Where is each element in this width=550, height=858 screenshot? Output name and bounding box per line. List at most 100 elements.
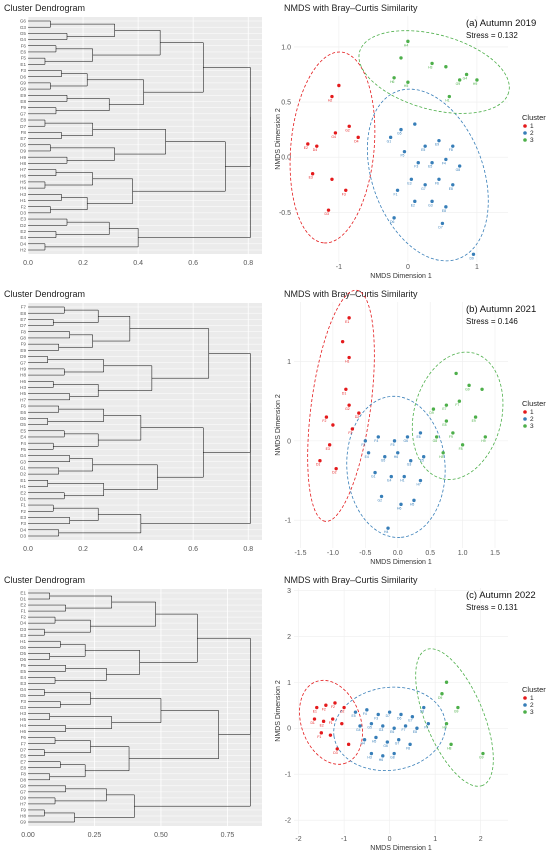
x-tick-label: 0.8 <box>243 260 253 267</box>
data-point <box>365 708 369 712</box>
data-point <box>318 459 322 463</box>
data-point <box>422 705 426 710</box>
point-label: H9 <box>481 439 485 443</box>
point-label: D3 <box>333 751 337 755</box>
y-tick-label: 1 <box>287 680 291 687</box>
point-label: H9 <box>443 726 447 730</box>
data-point <box>358 724 362 728</box>
point-label: F1 <box>329 721 333 725</box>
data-point <box>475 78 479 82</box>
data-point <box>399 712 403 717</box>
point-label: F8 <box>406 746 410 750</box>
point-label: F4 <box>374 439 378 443</box>
leaf-label: F4 <box>21 441 27 446</box>
leaf-label: H8 <box>20 161 26 166</box>
point-label: G9 <box>465 387 470 391</box>
cluster-ellipse <box>366 88 489 262</box>
point-label: E5 <box>421 148 425 152</box>
data-point <box>431 407 436 411</box>
legend-swatch <box>523 424 527 428</box>
data-point <box>350 427 355 431</box>
point-label: E5 <box>420 459 424 463</box>
data-point <box>430 199 434 204</box>
data-point <box>363 439 368 443</box>
point-label: E7 <box>442 407 446 411</box>
data-point <box>342 705 346 710</box>
leaf-label: H4 <box>20 186 26 191</box>
x-tick-label: 0.0 <box>393 550 403 557</box>
point-label: E6 <box>390 730 394 734</box>
data-point <box>444 205 448 209</box>
leaf-label: G8 <box>20 87 27 92</box>
point-label: G8 <box>390 756 395 760</box>
data-point <box>319 731 324 735</box>
leaf-label: E7 <box>20 759 26 764</box>
leaf-label: G5 <box>20 693 27 698</box>
leaf-label: H3 <box>20 385 26 390</box>
leaf-label: G4 <box>20 37 27 42</box>
data-point <box>444 419 449 423</box>
data-point <box>402 149 407 154</box>
x-tick-label: 0.6 <box>188 260 198 267</box>
point-label: E2 <box>320 723 324 727</box>
data-point <box>347 403 351 407</box>
data-point <box>379 494 384 499</box>
data-point <box>444 403 449 407</box>
data-point <box>331 717 335 721</box>
nmds-title: NMDS with Bray–Curtis Similarity <box>284 289 418 299</box>
point-label: H1 <box>445 99 449 103</box>
y-tick-label: 0.0 <box>281 155 291 162</box>
data-point <box>385 740 390 744</box>
data-point <box>434 435 439 439</box>
data-point <box>402 474 406 479</box>
leaf-label: F6 <box>21 43 27 48</box>
leaf-label: H9 <box>20 155 26 160</box>
leaf-label: G3 <box>20 459 27 464</box>
data-point <box>451 431 455 435</box>
point-label: F1 <box>394 192 398 196</box>
leaf-label: G1 <box>20 466 27 471</box>
x-tick-label: 0.75 <box>221 832 235 839</box>
y-tick-label: -0.5 <box>279 210 291 217</box>
leaf-label: H7 <box>20 397 26 402</box>
leaf-label: D2 <box>20 472 26 477</box>
point-label: H5 <box>410 502 414 506</box>
y-tick-label: 0 <box>287 726 291 733</box>
point-label: G2 <box>345 407 350 411</box>
data-point <box>392 751 396 756</box>
stress-label: Stress = 0.146 <box>466 317 518 326</box>
point-label: D9 <box>429 411 433 415</box>
leaf-label: D9 <box>20 795 26 800</box>
data-point <box>381 724 385 728</box>
point-label: D8 <box>420 710 424 714</box>
data-point <box>366 451 371 455</box>
data-point <box>310 172 315 176</box>
point-label: D1 <box>310 721 314 725</box>
nmds-chart: NMDS with Bray–Curtis Similarity -1 0 1 1.0… <box>275 3 546 280</box>
point-label: G9 <box>456 82 461 86</box>
point-label: E3 <box>326 447 330 451</box>
data-point <box>457 399 462 403</box>
nmds-title: NMDS with Bray–Curtis Similarity <box>284 3 418 13</box>
point-label: H6 <box>379 758 383 762</box>
data-point <box>392 76 396 80</box>
leaf-label: H3 <box>20 192 26 197</box>
data-point <box>444 65 448 69</box>
data-point <box>399 56 403 60</box>
point-label: D6 <box>390 220 394 224</box>
data-point <box>467 383 471 388</box>
leaf-label: H6 <box>20 379 26 384</box>
leaf-label: E8 <box>20 99 26 104</box>
legend-label: 2 <box>530 416 534 423</box>
point-label: F3 <box>348 431 352 435</box>
point-label: F8 <box>459 447 463 451</box>
leaf-label: E2 <box>20 490 26 495</box>
point-label: H6 <box>394 455 398 459</box>
legend-swatch <box>523 138 527 142</box>
point-label: E3 <box>309 176 313 180</box>
point-label: D4 <box>313 148 317 152</box>
leaf-label: E1 <box>20 62 26 67</box>
x-tick-label: 0 <box>406 264 410 271</box>
data-point <box>362 738 367 742</box>
leaf-label: H7 <box>20 167 26 172</box>
